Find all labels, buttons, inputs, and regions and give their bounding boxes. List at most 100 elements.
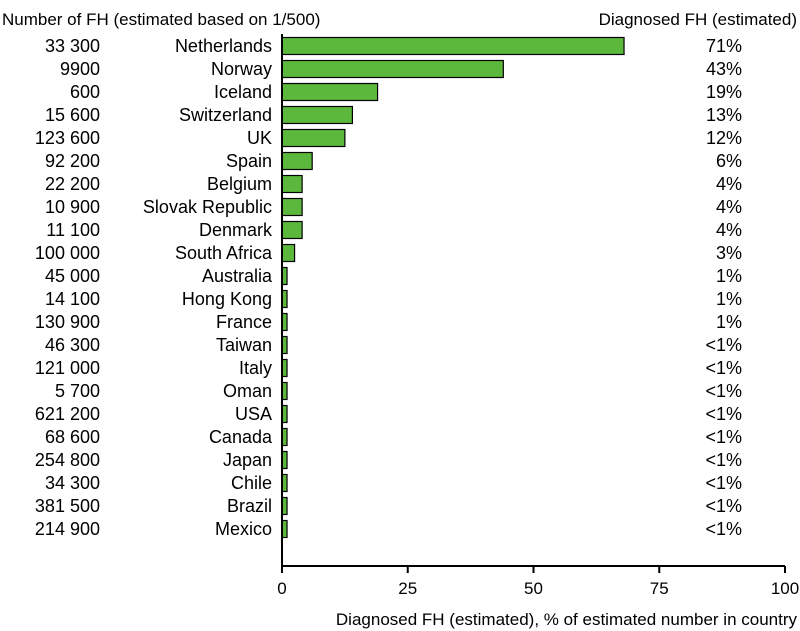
x-tick-label: 25 bbox=[398, 579, 417, 598]
bar bbox=[281, 36, 625, 56]
row-iceland: 600 Iceland 19% bbox=[70, 82, 742, 102]
row-chile: 34 300 Chile <1% bbox=[45, 473, 742, 493]
row-norway: 9900 Norway 43% bbox=[60, 59, 742, 79]
bar bbox=[281, 220, 303, 240]
row-italy: 121 000 Italy <1% bbox=[35, 358, 742, 378]
count-label: 92 200 bbox=[45, 151, 100, 171]
count-label: 22 200 bbox=[45, 174, 100, 194]
country-label: Norway bbox=[211, 59, 272, 79]
count-label: 45 000 bbox=[45, 266, 100, 286]
x-tick-label: 0 bbox=[277, 579, 286, 598]
row-canada: 68 600 Canada <1% bbox=[45, 427, 742, 447]
diagnosed-percent-label: <1% bbox=[705, 358, 742, 378]
bar bbox=[281, 82, 379, 102]
row-australia: 45 000 Australia 1% bbox=[45, 266, 742, 286]
diagnosed-percent-label: 1% bbox=[716, 266, 742, 286]
row-usa: 621 200 USA <1% bbox=[35, 404, 742, 424]
country-label: Denmark bbox=[199, 220, 273, 240]
count-label: 5 700 bbox=[55, 381, 100, 401]
country-label: Mexico bbox=[215, 519, 272, 539]
count-label: 33 300 bbox=[45, 36, 100, 56]
country-label: Oman bbox=[223, 381, 272, 401]
diagnosed-percent-label: 4% bbox=[716, 174, 742, 194]
diagnosed-percent-label: <1% bbox=[705, 427, 742, 447]
diagnosed-percent-label: <1% bbox=[705, 404, 742, 424]
country-label: UK bbox=[247, 128, 272, 148]
diagnosed-percent-label: 1% bbox=[716, 289, 742, 309]
diagnosed-percent-label: <1% bbox=[705, 381, 742, 401]
country-label: Spain bbox=[226, 151, 272, 171]
x-tick-label: 50 bbox=[524, 579, 543, 598]
count-label: 381 500 bbox=[35, 496, 100, 516]
count-label: 121 000 bbox=[35, 358, 100, 378]
diagnosed-percent-label: <1% bbox=[705, 335, 742, 355]
count-label: 621 200 bbox=[35, 404, 100, 424]
row-oman: 5 700 Oman <1% bbox=[55, 381, 742, 401]
country-label: Japan bbox=[223, 450, 272, 470]
diagnosed-percent-label: 43% bbox=[706, 59, 742, 79]
country-label: Iceland bbox=[214, 82, 272, 102]
row-belgium: 22 200 Belgium 4% bbox=[45, 174, 742, 194]
country-label: Canada bbox=[209, 427, 273, 447]
count-label: 15 600 bbox=[45, 105, 100, 125]
count-label: 10 900 bbox=[45, 197, 100, 217]
diagnosed-percent-label: 12% bbox=[706, 128, 742, 148]
count-label: 214 900 bbox=[35, 519, 100, 539]
row-uk: 123 600 UK 12% bbox=[35, 128, 742, 148]
country-label: Netherlands bbox=[175, 36, 272, 56]
diagnosed-percent-label: <1% bbox=[705, 450, 742, 470]
country-label: Hong Kong bbox=[182, 289, 272, 309]
country-label: Australia bbox=[202, 266, 273, 286]
row-denmark: 11 100 Denmark 4% bbox=[46, 220, 742, 240]
bar bbox=[281, 197, 303, 217]
bar bbox=[281, 105, 354, 125]
bar bbox=[281, 243, 296, 263]
diagnosed-percent-label: 4% bbox=[716, 197, 742, 217]
x-tick-label: 75 bbox=[650, 579, 669, 598]
country-label: Brazil bbox=[227, 496, 272, 516]
bar bbox=[281, 59, 504, 79]
bar bbox=[281, 151, 313, 171]
count-label: 123 600 bbox=[35, 128, 100, 148]
left-header: Number of FH (estimated based on 1/500) bbox=[2, 10, 320, 29]
row-spain: 92 200 Spain 6% bbox=[45, 151, 742, 171]
diagnosed-percent-label: 19% bbox=[706, 82, 742, 102]
country-label: Switzerland bbox=[179, 105, 272, 125]
row-brazil: 381 500 Brazil <1% bbox=[35, 496, 742, 516]
count-label: 11 100 bbox=[46, 220, 100, 240]
x-tick-label: 100 bbox=[771, 579, 799, 598]
x-axis-label: Diagnosed FH (estimated), % of estimated… bbox=[336, 610, 798, 629]
count-label: 46 300 bbox=[45, 335, 100, 355]
country-label: South Africa bbox=[175, 243, 273, 263]
x-axis: 0 25 50 75 100 bbox=[277, 34, 799, 598]
country-label: Belgium bbox=[207, 174, 272, 194]
country-label: Slovak Republic bbox=[143, 197, 272, 217]
count-label: 14 100 bbox=[45, 289, 100, 309]
row-netherlands: 33 300 Netherlands 71% bbox=[45, 36, 742, 56]
count-label: 130 900 bbox=[35, 312, 100, 332]
row-slovak-republic: 10 900 Slovak Republic 4% bbox=[45, 197, 742, 217]
country-label: USA bbox=[235, 404, 272, 424]
count-label: 100 000 bbox=[35, 243, 100, 263]
row-switzerland: 15 600 Switzerland 13% bbox=[45, 105, 742, 125]
row-japan: 254 800 Japan <1% bbox=[35, 450, 742, 470]
row-hong-kong: 14 100 Hong Kong 1% bbox=[45, 289, 742, 309]
diagnosed-percent-label: <1% bbox=[705, 496, 742, 516]
count-label: 9900 bbox=[60, 59, 100, 79]
diagnosed-percent-label: 13% bbox=[706, 105, 742, 125]
count-label: 68 600 bbox=[45, 427, 100, 447]
country-label: Taiwan bbox=[216, 335, 272, 355]
diagnosed-percent-label: <1% bbox=[705, 519, 742, 539]
bar bbox=[281, 174, 303, 194]
row-taiwan: 46 300 Taiwan <1% bbox=[45, 335, 742, 355]
diagnosed-percent-label: <1% bbox=[705, 473, 742, 493]
count-label: 600 bbox=[70, 82, 100, 102]
diagnosed-percent-label: 1% bbox=[716, 312, 742, 332]
diagnosed-percent-label: 4% bbox=[716, 220, 742, 240]
row-france: 130 900 France 1% bbox=[35, 312, 742, 332]
row-south-africa: 100 000 South Africa 3% bbox=[35, 243, 742, 263]
diagnosed-percent-label: 3% bbox=[716, 243, 742, 263]
bar bbox=[281, 128, 346, 148]
country-label: France bbox=[216, 312, 272, 332]
